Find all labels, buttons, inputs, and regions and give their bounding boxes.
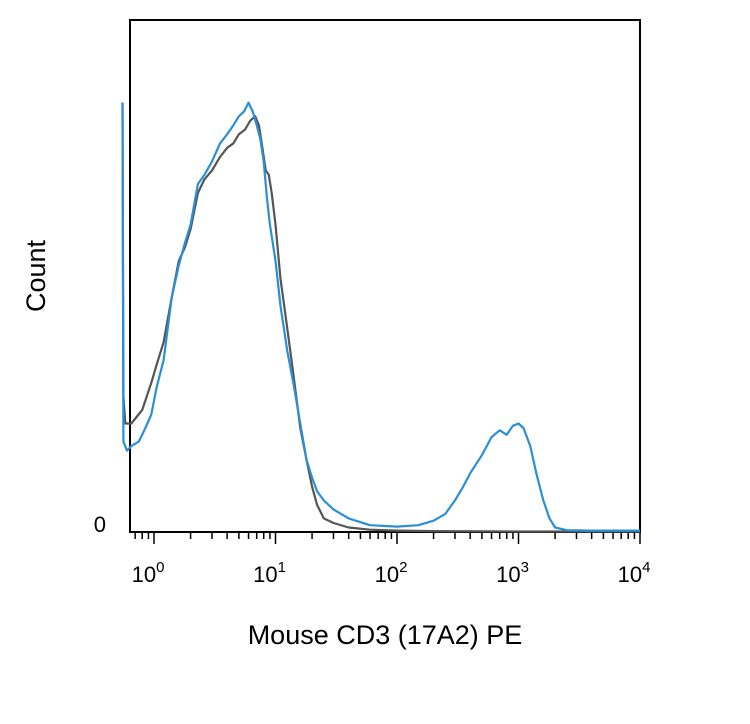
x-tick-label: 103 xyxy=(496,559,529,587)
x-tick-label: 101 xyxy=(253,559,286,587)
y-axis-title: Count xyxy=(21,239,51,312)
y-tick-labels: 0 xyxy=(94,512,106,537)
x-tick-label: 102 xyxy=(375,559,408,587)
x-axis-ticks xyxy=(134,532,641,544)
x-axis-title: Mouse CD3 (17A2) PE xyxy=(248,620,523,650)
x-tick-label: 100 xyxy=(132,559,165,587)
series-line-2 xyxy=(121,101,640,532)
series-line-1 xyxy=(121,102,640,533)
plot-frame xyxy=(129,19,641,533)
x-tick-labels: 100 101 102 103 104 xyxy=(132,559,651,587)
series-lines xyxy=(121,101,640,533)
y-tick-label: 0 xyxy=(94,512,106,537)
x-tick-label: 104 xyxy=(618,559,651,587)
